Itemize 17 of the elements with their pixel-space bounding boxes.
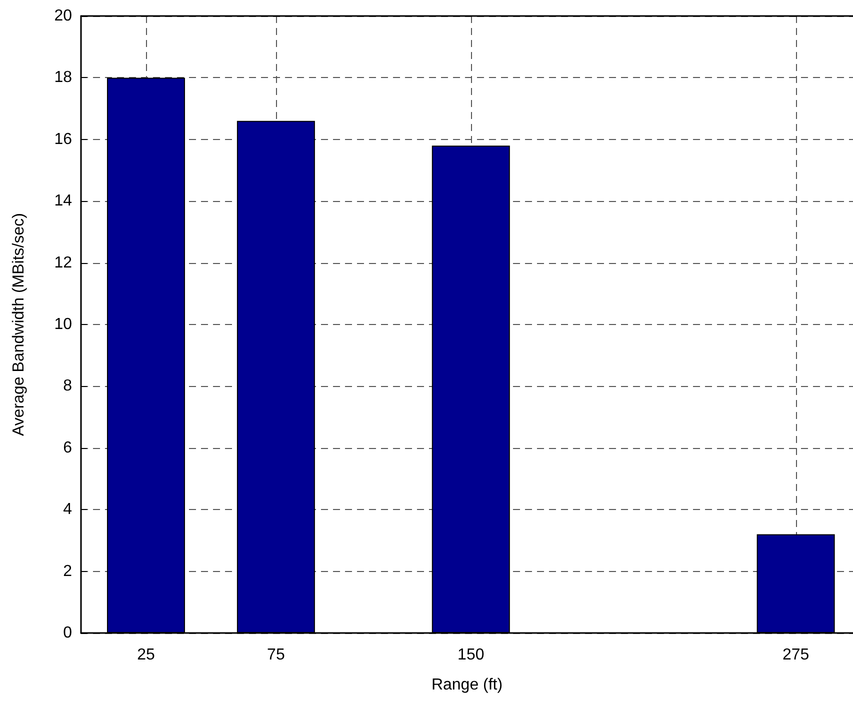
y-tick-label: 16: [54, 130, 72, 148]
x-tick-label: 150: [458, 646, 484, 664]
y-tick-label: 2: [63, 562, 72, 580]
y-tick-label: 10: [54, 316, 72, 333]
y-axis-title: Average Bandwidth (MBits/sec): [10, 213, 28, 436]
x-tick-label: 275: [782, 646, 810, 664]
y-tick-label: 4: [63, 501, 72, 518]
y-tick-label: 14: [54, 192, 72, 210]
y-tick-label: 20: [54, 8, 72, 24]
y-tick-label: 18: [54, 69, 72, 86]
y-tick-label: 0: [63, 624, 72, 642]
y-tick-label: 6: [63, 439, 72, 456]
x-axis-title: Range (ft): [431, 676, 503, 694]
y-tick-label: 12: [54, 254, 72, 272]
x-tick-label: 75: [267, 646, 285, 664]
x-tick-label: 25: [137, 646, 155, 664]
y-tick-label: 8: [63, 378, 72, 395]
